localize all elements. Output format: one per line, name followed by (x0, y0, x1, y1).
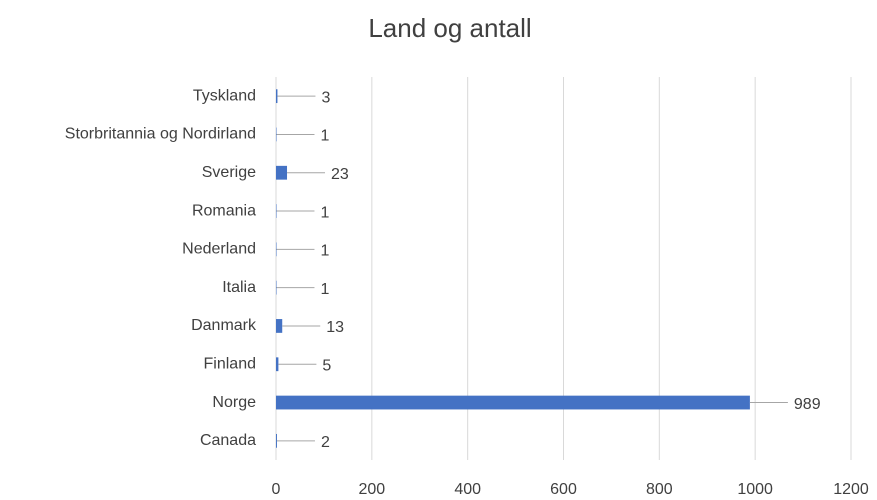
data-label: 23 (331, 166, 349, 183)
y-tick-label: Finland (204, 355, 256, 372)
x-tick-label: 400 (454, 481, 481, 498)
y-tick-label: Tyskland (193, 87, 256, 104)
data-label: 989 (794, 396, 821, 413)
data-label: 1 (320, 128, 329, 145)
bar (276, 357, 279, 372)
data-label: 13 (326, 319, 344, 336)
y-tick-label: Storbritannia og Nordirland (65, 126, 256, 143)
bar (276, 319, 283, 333)
data-label: 3 (321, 89, 330, 106)
bar (276, 395, 750, 410)
x-tick-label: 0 (272, 481, 281, 498)
bar (276, 433, 277, 448)
x-tick-label: 600 (550, 481, 577, 498)
data-label: 5 (322, 357, 331, 374)
x-tick-label: 200 (358, 481, 385, 498)
y-tick-label: Canada (200, 432, 256, 449)
y-tick-label: Danmark (191, 317, 257, 334)
bar (276, 165, 288, 180)
data-label: 1 (320, 204, 329, 221)
y-tick-label: Nederland (182, 241, 256, 258)
data-label: 1 (320, 281, 329, 298)
data-label: 1 (320, 243, 329, 260)
y-tick-label: Norge (212, 394, 256, 411)
y-tick-label: Romania (192, 202, 256, 219)
y-tick-label: Italia (222, 279, 256, 296)
x-tick-label: 1000 (737, 481, 773, 498)
data-label: 2 (321, 434, 330, 451)
chart-title: Land og antall (368, 13, 531, 43)
x-tick-label: 800 (646, 481, 673, 498)
x-tick-label: 1200 (833, 481, 869, 498)
bar (276, 89, 278, 104)
y-tick-label: Sverige (202, 164, 256, 181)
